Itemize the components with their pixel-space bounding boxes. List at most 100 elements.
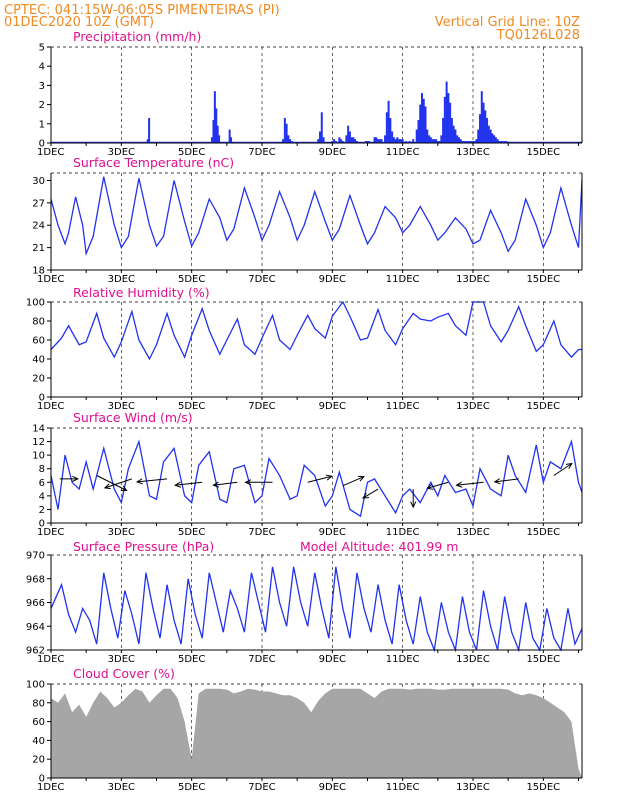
wind-arrow-head (455, 481, 463, 488)
wind-arrow-head (565, 462, 573, 469)
y-tick-label: 4 (39, 62, 45, 73)
precip-bar (420, 93, 423, 143)
x-tick-label: 13DEC (456, 147, 490, 158)
precip-bar (230, 137, 233, 143)
y-tick-label: 2 (39, 505, 45, 516)
wind-arrow-head (174, 481, 182, 488)
x-tick-label: 13DEC (456, 527, 490, 538)
precip-bar (426, 129, 429, 143)
x-tick-label: 11DEC (386, 782, 420, 793)
y-tick-label: 100 (26, 298, 45, 309)
y-tick-label: 0 (39, 393, 45, 404)
y-tick-label: 80 (32, 698, 45, 709)
precip-bar (443, 96, 446, 143)
precip-bar (457, 137, 460, 143)
header-model-id: TQ0126L028 (496, 28, 580, 43)
precip-bar (373, 137, 376, 143)
precip-bar (218, 135, 221, 143)
x-tick-label: 3DEC (108, 527, 135, 538)
y-tick-label: 0 (39, 774, 45, 785)
x-tick-label: 11DEC (386, 654, 420, 665)
precip-bar (445, 81, 448, 143)
precip-bar (401, 139, 404, 143)
humidity-panel: Relative Humidity (%) 0 20 40 60 80 100 1DEC 3D… (26, 285, 583, 412)
y-tick-label: 14 (32, 424, 45, 435)
wind-arrow-head (72, 475, 79, 482)
precip-bar (289, 139, 292, 143)
precip-bar (213, 91, 216, 143)
wind-arrow-head (493, 478, 501, 485)
precip-bar (317, 139, 320, 143)
wind-arrow (175, 481, 203, 486)
precip-bar (375, 137, 378, 143)
precip-bar (424, 106, 427, 143)
x-tick-label: 9DEC (319, 274, 346, 285)
x-tick-label: 7DEC (248, 147, 275, 158)
x-tick-label: 11DEC (386, 401, 420, 412)
wind-title: Surface Wind (m/s) (73, 410, 193, 425)
x-tick-label: 5DEC (178, 147, 205, 158)
y-tick-label: 20 (32, 755, 45, 766)
precip-bar (433, 139, 436, 143)
wind-arrow (136, 478, 168, 483)
y-tick-label: 12 (32, 437, 45, 448)
x-tick-label: 3DEC (108, 782, 135, 793)
x-tick-label: 13DEC (456, 782, 490, 793)
humidity-title: Relative Humidity (%) (73, 285, 210, 300)
wind-arrow-head (357, 475, 365, 482)
precip-bar (282, 139, 285, 143)
precip-bar (389, 118, 392, 143)
y-tick-label: 60 (32, 717, 45, 728)
precip-bar (431, 139, 434, 143)
precip-bar (459, 139, 462, 143)
precip-bar (398, 139, 401, 143)
precip-bar (428, 135, 431, 143)
y-tick-label: 2 (39, 100, 45, 111)
wind-arrow (362, 488, 379, 499)
precip-bar (340, 139, 343, 143)
precip-bar (348, 131, 351, 143)
precip-bar (449, 102, 452, 143)
y-tick-label: 20 (32, 374, 45, 385)
precip-bar (347, 125, 350, 143)
y-tick-label: 24 (32, 221, 45, 232)
x-tick-label: 15DEC (526, 401, 560, 412)
y-tick-label: 27 (32, 198, 45, 209)
precip-bar (415, 129, 418, 143)
y-tick-label: 40 (32, 355, 45, 366)
y-tick-label: 0 (39, 139, 45, 150)
x-tick-label: 11DEC (386, 274, 420, 285)
y-tick-label: 30 (32, 176, 45, 187)
y-tick-label: 40 (32, 736, 45, 747)
y-tick-label: 100 (26, 680, 45, 691)
x-tick-label: 9DEC (319, 654, 346, 665)
wind-arrow (342, 476, 365, 487)
precip-bar (412, 139, 415, 143)
y-tick-label: 60 (32, 336, 45, 347)
wind-arrow-head (426, 483, 434, 490)
precip-bar (319, 131, 322, 143)
x-tick-label: 15DEC (526, 527, 560, 538)
precip-bar (422, 98, 425, 143)
x-tick-label: 11DEC (386, 527, 420, 538)
x-tick-label: 9DEC (319, 527, 346, 538)
wind-arrow-head (244, 479, 252, 486)
x-tick-label: 15DEC (526, 654, 560, 665)
precip-bar (493, 135, 496, 143)
x-tick-label: 3DEC (108, 274, 135, 285)
wind-arrow (494, 478, 519, 483)
precip-bar (333, 139, 336, 143)
precip-bar (489, 129, 492, 143)
precip-bar (354, 139, 357, 143)
x-tick-label: 5DEC (178, 782, 205, 793)
precip-bar (283, 118, 286, 143)
x-tick-label: 9DEC (319, 782, 346, 793)
x-tick-label: 13DEC (456, 654, 490, 665)
precip-bar (456, 135, 459, 143)
precip-bar (387, 100, 390, 143)
wind-arrow-head (103, 483, 111, 490)
precip-bar (391, 131, 394, 143)
precip-bar (450, 118, 453, 143)
cloud-cover-area (51, 688, 582, 778)
precip-bar (338, 137, 341, 143)
